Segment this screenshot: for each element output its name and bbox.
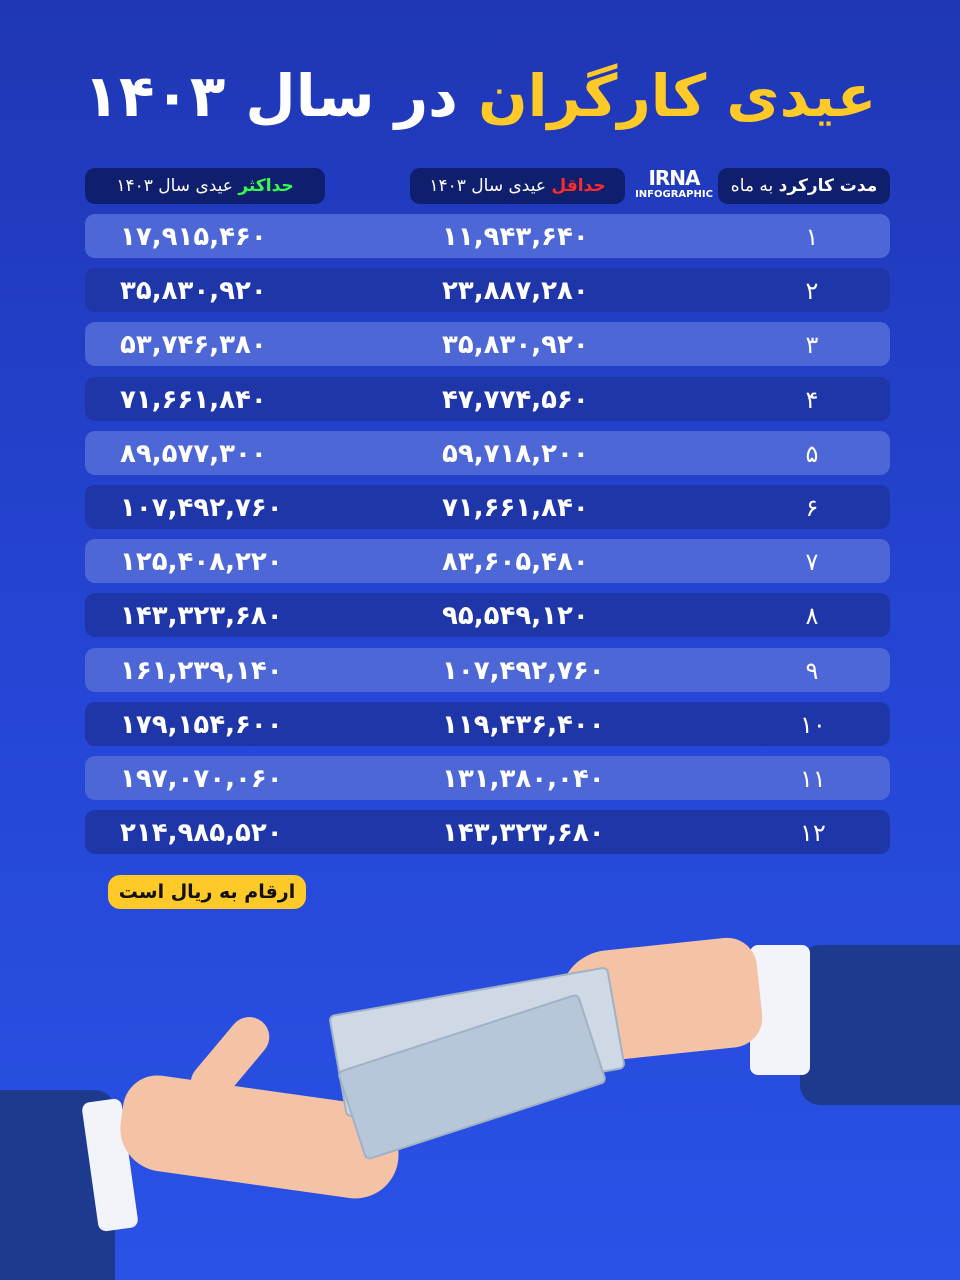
table-row: ۱۶۱,۲۳۹,۱۴۰ ۱۰۷,۴۹۲,۷۶۰ ۹	[85, 647, 890, 692]
min-value: ۱۳۱,۳۸۰,۰۴۰	[442, 764, 605, 794]
months-value: ۱۱	[800, 765, 826, 793]
max-value: ۱۷,۹۱۵,۴۶۰	[120, 222, 267, 252]
header-min-rest: عیدی سال ۱۴۰۳	[429, 176, 546, 196]
months-value: ۶	[805, 494, 819, 522]
logo-sub: INFOGRAPHIC	[635, 189, 713, 200]
title-rest: در سال ۱۴۰۳	[83, 62, 458, 130]
max-value: ۱۷۹,۱۵۴,۶۰۰	[120, 709, 283, 740]
header-min-bold: حداقل	[551, 176, 606, 196]
months-value: ۸	[805, 602, 819, 631]
table-row: ۱۹۷,۰۷۰,۰۶۰ ۱۳۱,۳۸۰,۰۴۰ ۱۱	[85, 756, 890, 800]
header-max: حداکثر عیدی سال ۱۴۰۳	[85, 168, 325, 204]
max-value: ۱۰۷,۴۹۲,۷۶۰	[120, 493, 283, 523]
table-row: ۷۱,۶۶۱,۸۴۰ ۴۷,۷۷۴,۵۶۰ ۴	[85, 376, 890, 421]
min-value: ۴۷,۷۷۴,۵۶۰	[442, 384, 589, 415]
max-value: ۱۴۳,۳۲۳,۶۸۰	[120, 601, 283, 632]
months-value: ۳	[805, 331, 819, 360]
min-value: ۳۵,۸۳۰,۹۲۰	[442, 330, 589, 361]
title-highlight: عیدی کارگران	[478, 62, 877, 130]
max-value: ۵۳,۷۴۶,۳۸۰	[120, 330, 267, 361]
table-row: ۲۱۴,۹۸۵,۵۲۰ ۱۴۳,۳۲۳,۶۸۰ ۱۲	[85, 810, 890, 855]
min-value: ۲۳,۸۸۷,۲۸۰	[442, 276, 589, 307]
page-title: عیدی کارگران در سال ۱۴۰۳	[0, 62, 960, 130]
min-value: ۹۵,۵۴۹,۱۲۰	[442, 601, 589, 632]
max-value: ۷۱,۶۶۱,۸۴۰	[120, 384, 267, 415]
max-value: ۱۹۷,۰۷۰,۰۶۰	[120, 764, 283, 794]
table-row: ۵۳,۷۴۶,۳۸۰ ۳۵,۸۳۰,۹۲۰ ۳	[85, 322, 890, 367]
months-value: ۱۰	[800, 710, 826, 739]
table-row: ۱۷,۹۱۵,۴۶۰ ۱۱,۹۴۳,۶۴۰ ۱	[85, 214, 890, 258]
months-value: ۲	[805, 277, 819, 306]
min-value: ۸۳,۶۰۵,۴۸۰	[442, 547, 589, 578]
months-value: ۵	[805, 439, 819, 468]
months-value: ۱۲	[800, 819, 826, 848]
max-value: ۲۱۴,۹۸۵,۵۲۰	[120, 818, 283, 849]
min-value: ۱۱,۹۴۳,۶۴۰	[442, 222, 589, 252]
currency-note: ارقام به ریال است	[108, 875, 306, 909]
right-sleeve	[800, 945, 960, 1105]
min-value: ۵۹,۷۱۸,۲۰۰	[442, 438, 589, 469]
header-duration-rest: به ماه	[730, 176, 774, 196]
header-min: حداقل عیدی سال ۱۴۰۳	[410, 168, 625, 204]
min-value: ۱۰۷,۴۹۲,۷۶۰	[442, 655, 605, 686]
header-duration-bold: مدت کارکرد	[778, 176, 878, 196]
max-value: ۸۹,۵۷۷,۳۰۰	[120, 438, 267, 469]
max-value: ۱۶۱,۲۳۹,۱۴۰	[120, 655, 283, 686]
min-value: ۷۱,۶۶۱,۸۴۰	[442, 493, 589, 523]
table-row: ۳۵,۸۳۰,۹۲۰ ۲۳,۸۸۷,۲۸۰ ۲	[85, 268, 890, 313]
header-max-rest: عیدی سال ۱۴۰۳	[116, 176, 233, 196]
header-duration: مدت کارکرد به ماه	[718, 168, 890, 204]
months-value: ۷	[805, 548, 819, 577]
min-value: ۱۱۹,۴۳۶,۴۰۰	[442, 709, 605, 740]
logo-name: IRNA	[648, 166, 700, 190]
max-value: ۱۲۵,۴۰۸,۲۲۰	[120, 547, 283, 578]
irna-logo: IRNA INFOGRAPHIC	[635, 168, 713, 204]
table-row: ۱۰۷,۴۹۲,۷۶۰ ۷۱,۶۶۱,۸۴۰ ۶	[85, 485, 890, 529]
months-value: ۹	[805, 656, 819, 685]
header-max-bold: حداکثر	[238, 176, 294, 196]
table-row: ۱۲۵,۴۰۸,۲۲۰ ۸۳,۶۰۵,۴۸۰ ۷	[85, 539, 890, 584]
months-value: ۱	[805, 223, 819, 251]
table-row: ۱۷۹,۱۵۴,۶۰۰ ۱۱۹,۴۳۶,۴۰۰ ۱۰	[85, 701, 890, 746]
min-value: ۱۴۳,۳۲۳,۶۸۰	[442, 818, 605, 849]
months-value: ۴	[805, 385, 819, 414]
table-row: ۸۹,۵۷۷,۳۰۰ ۵۹,۷۱۸,۲۰۰ ۵	[85, 430, 890, 475]
table-row: ۱۴۳,۳۲۳,۶۸۰ ۹۵,۵۴۹,۱۲۰ ۸	[85, 593, 890, 638]
max-value: ۳۵,۸۳۰,۹۲۰	[120, 276, 267, 307]
